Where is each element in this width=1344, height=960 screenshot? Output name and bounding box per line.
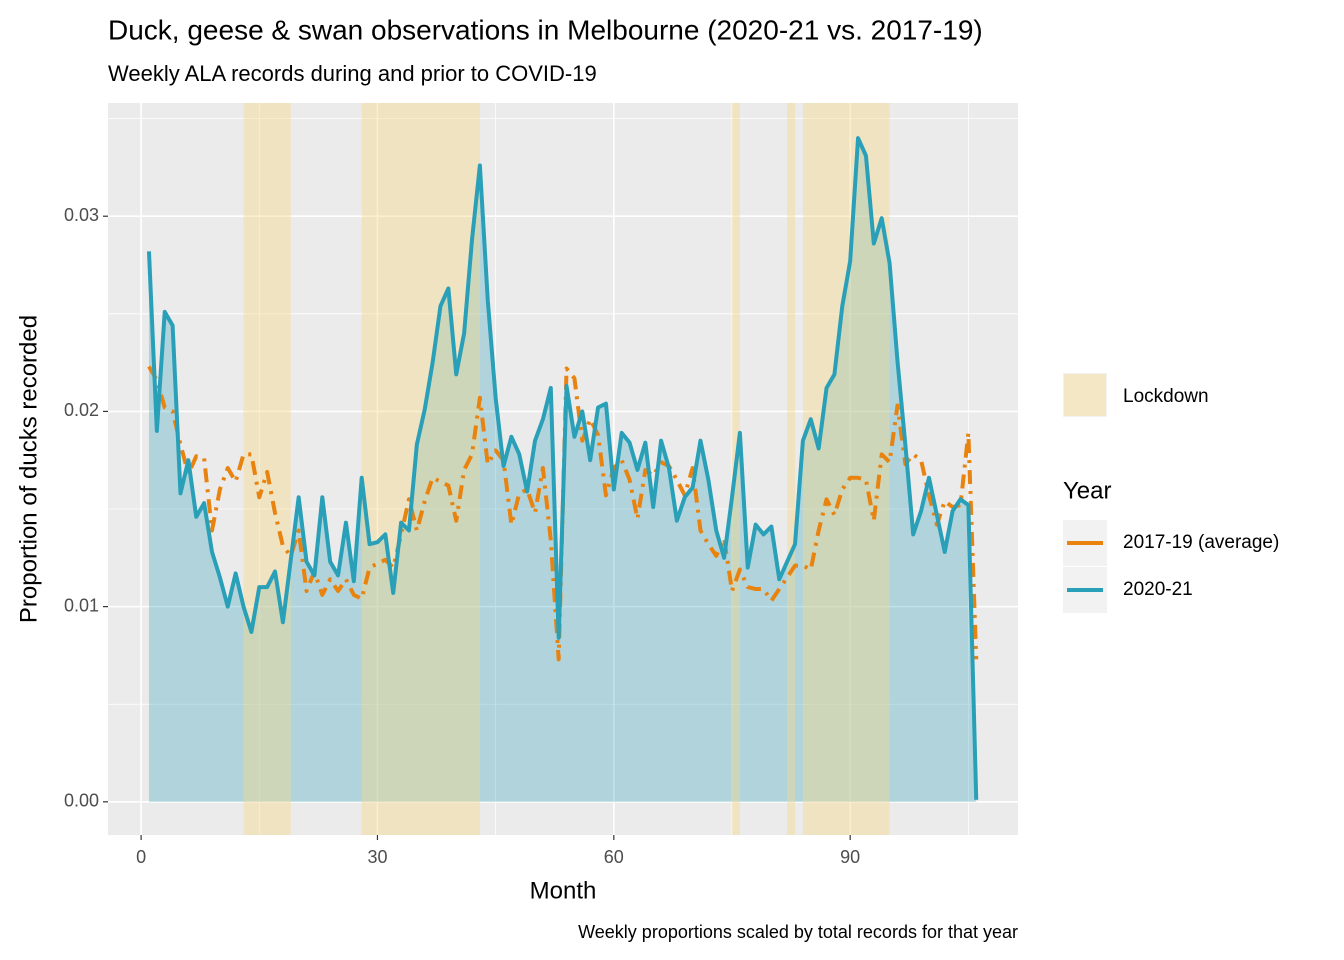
y-tick-label: 0.03	[64, 205, 99, 225]
y-tick-label: 0.01	[64, 595, 99, 615]
series-line	[146, 136, 979, 800]
lockdown-band	[787, 103, 796, 835]
chart-subtitle: Weekly ALA records during and prior to C…	[108, 61, 597, 86]
legend-label: 2017-19 (average)	[1123, 532, 1279, 553]
x-tick-label: 0	[136, 847, 146, 867]
series-line	[147, 365, 979, 662]
area-fill	[148, 138, 977, 802]
chart-title: Duck, geese & swan observations in Melbo…	[108, 14, 983, 45]
y-tick-label: 0.02	[64, 400, 99, 420]
lockdown-band	[243, 103, 291, 835]
lockdown-band	[802, 103, 890, 835]
caption: Weekly proportions scaled by total recor…	[578, 922, 1018, 942]
x-tick-label: 30	[367, 847, 387, 867]
y-tick-label: 0.00	[64, 791, 99, 811]
x-tick-label: 60	[604, 847, 624, 867]
legend-label: Lockdown	[1123, 386, 1209, 407]
legend-key	[1064, 374, 1106, 416]
y-axis-title: Proportion of ducks recorded	[15, 315, 42, 623]
x-axis-title: Month	[530, 877, 597, 904]
legend-label: 2020-21	[1123, 579, 1193, 600]
legend-title: Year	[1063, 477, 1112, 504]
lockdown-band	[361, 103, 480, 835]
legend-key-bg	[1063, 373, 1107, 417]
x-tick-label: 90	[840, 847, 860, 867]
